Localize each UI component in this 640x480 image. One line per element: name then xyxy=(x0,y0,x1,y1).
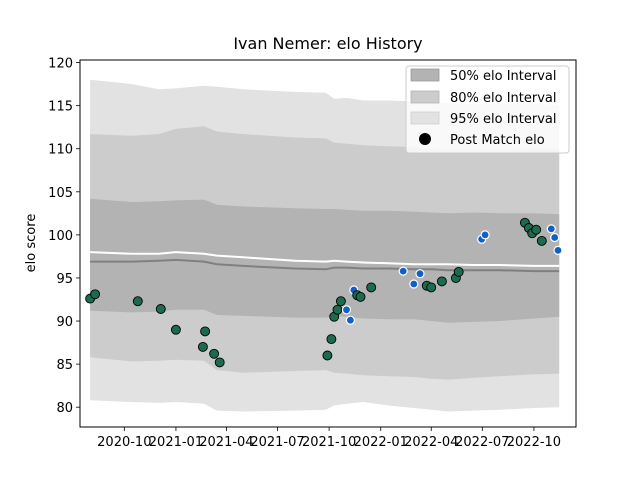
post-match-point xyxy=(214,357,225,368)
x-tick-label: 2020-10 xyxy=(97,435,151,450)
post-match-point xyxy=(426,282,437,293)
post-match-point xyxy=(409,279,419,289)
chart-title: Ivan Nemer: elo History xyxy=(233,34,422,53)
y-tick-label: 95 xyxy=(56,272,73,287)
legend: 50% elo Interval 80% elo Interval 95% el… xyxy=(405,65,570,154)
axes-frame xyxy=(79,59,577,428)
post-match-point xyxy=(326,334,337,345)
post-match-point xyxy=(531,224,542,235)
post-match-point xyxy=(335,296,346,307)
post-match-point xyxy=(550,232,560,243)
post-match-point xyxy=(453,266,464,277)
post-match-point xyxy=(345,315,355,325)
mean-elo-line xyxy=(90,251,560,267)
y-tick-label: 85 xyxy=(56,358,73,373)
legend-swatch-80 xyxy=(410,90,440,104)
x-tick-label: 2022-01 xyxy=(354,435,408,450)
post-match-points xyxy=(85,217,563,368)
legend-label-95: 95% elo Interval xyxy=(450,112,557,127)
x-tick-label: 2021-04 xyxy=(199,435,253,450)
plot-area xyxy=(85,79,563,412)
post-match-point xyxy=(132,296,143,307)
post-match-point xyxy=(197,341,208,352)
x-tick-label: 2021-01 xyxy=(149,435,203,450)
post-match-point xyxy=(366,282,377,293)
legend-swatch-95 xyxy=(410,111,440,125)
legend-swatch-50 xyxy=(410,68,440,82)
post-match-point xyxy=(398,266,408,276)
post-match-point xyxy=(341,305,352,315)
post-match-point xyxy=(332,304,343,315)
legend-label-80: 80% elo Interval xyxy=(450,91,557,106)
post-match-point xyxy=(200,326,211,337)
post-match-point xyxy=(90,289,101,300)
post-match-point xyxy=(322,350,333,361)
post-match-point xyxy=(546,224,556,234)
post-match-point xyxy=(155,304,166,314)
y-tick-label: 105 xyxy=(48,186,73,201)
x-tick-label: 2021-07 xyxy=(250,435,304,450)
post-match-point xyxy=(170,324,181,335)
y-tick-label: 115 xyxy=(48,100,73,115)
median-elo-line xyxy=(90,258,560,273)
y-tick-label: 90 xyxy=(56,315,73,330)
legend-marker-post-match xyxy=(419,133,431,145)
post-match-point xyxy=(536,235,547,246)
post-match-point xyxy=(480,230,490,240)
post-match-point xyxy=(415,269,425,279)
post-match-point xyxy=(355,291,366,302)
y-tick-label: 80 xyxy=(56,401,73,416)
post-match-point xyxy=(436,276,447,287)
legend-label-post-match: Post Match elo xyxy=(450,133,545,148)
post-match-point xyxy=(209,348,220,359)
x-tick-label: 2022-10 xyxy=(507,435,561,450)
post-match-point xyxy=(553,245,563,255)
x-axis: 2020-102021-012021-042021-072021-102022-… xyxy=(97,427,561,450)
y-axis-label: elo score xyxy=(24,214,39,273)
legend-label-50: 50% elo Interval xyxy=(450,69,557,84)
y-axis: 80 85 90 95 100 105 110 115 120 xyxy=(48,57,80,416)
x-tick-label: 2021-10 xyxy=(302,435,356,450)
x-tick-label: 2022-07 xyxy=(455,435,509,450)
y-tick-label: 100 xyxy=(48,229,73,244)
legend-box xyxy=(405,65,570,154)
y-tick-label: 110 xyxy=(48,143,73,158)
x-tick-label: 2022-04 xyxy=(404,435,458,450)
y-tick-label: 120 xyxy=(48,57,73,72)
